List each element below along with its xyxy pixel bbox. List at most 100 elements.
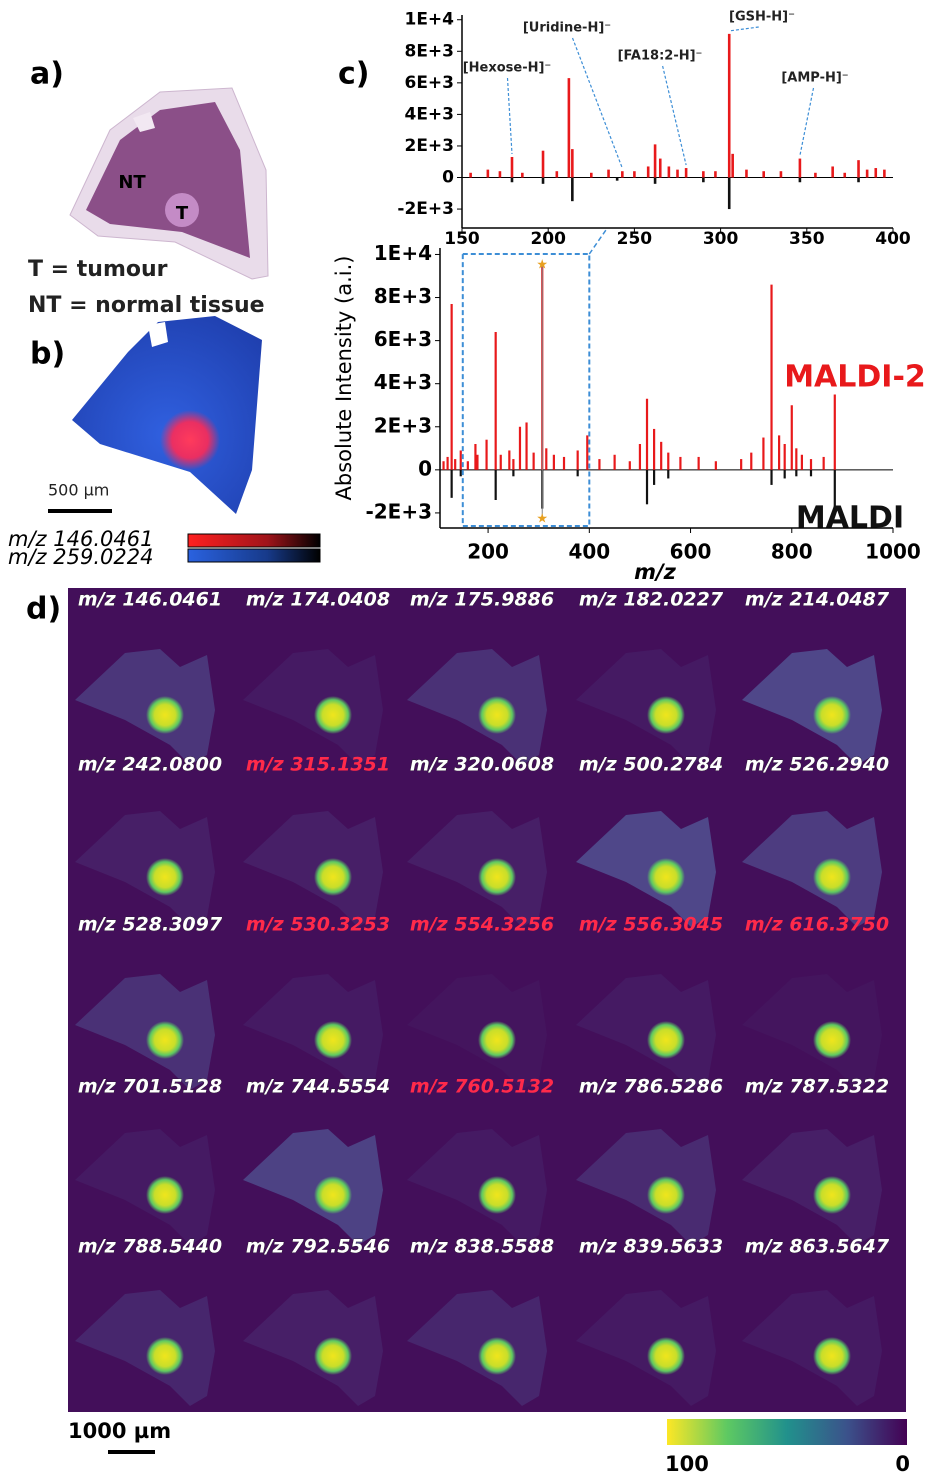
y-tick-label: 0 [442,168,454,188]
y-tick-label: -2E+3 [365,499,432,523]
legend-text: NT = normal tissue [28,293,265,318]
x-tick-label: 400 [568,540,610,564]
tumour-signal [314,1021,352,1059]
y-tick-label: 2E+3 [374,413,432,437]
colorbar [667,1419,907,1445]
y-tick-label: 4E+3 [374,370,432,394]
ion-label: m/z 526.2940 [745,754,889,776]
tumour-signal [478,1337,516,1375]
ion-label: m/z 315.1351 [246,754,390,776]
tumour-signal [314,1337,352,1375]
y-tick-label: 8E+3 [404,41,454,61]
ion-label: m/z 182.0227 [579,589,724,611]
ion-label: m/z 616.3750 [745,914,889,936]
ion-label: m/z 500.2784 [579,754,723,776]
tumour-signal [478,858,516,896]
colorbar-label: m/z 259.0224 [8,545,153,569]
y-tick-label: 2E+3 [404,136,454,156]
legend-text: T = tumour [28,257,168,282]
tissue-gap [148,322,168,347]
tissue-image [407,811,547,927]
ion-label: m/z 528.3097 [78,914,223,936]
tissue-image [576,1129,716,1245]
tumour-signal [647,696,685,734]
ion-label: m/z 760.5132 [410,1076,554,1098]
y-tick-label: 1E+4 [374,241,432,265]
legend-label: MALDI-2 [784,360,926,395]
tissue-gap [133,112,155,132]
tissue-image [243,811,383,927]
tumour-signal [647,1337,685,1375]
tissue-image [742,1129,882,1245]
peak-annotation: [GSH-H]⁻ [729,10,795,25]
tumour-signal [478,696,516,734]
region-label: T [176,203,189,224]
y-tick-label: 6E+3 [404,73,454,93]
panel-label: d) [26,592,61,627]
tumour-signal [813,1021,851,1059]
peak-annotation: [FA18:2-H]⁻ [618,49,703,64]
tumour-signal [813,1176,851,1214]
y-tick-label: -2E+3 [397,199,454,219]
peak-annotation: [AMP-H]⁻ [781,71,848,86]
annotation-leader [799,87,815,156]
tumour-signal [146,1176,184,1214]
ion-label: m/z 530.3253 [246,914,390,936]
region-label: NT [118,172,146,193]
tissue-image [742,974,882,1090]
star: ★ [536,512,548,527]
tumour-signal [813,858,851,896]
ion-label: m/z 792.5546 [246,1236,390,1258]
ion-label: m/z 839.5633 [579,1236,723,1258]
tumour-signal [146,696,184,734]
panel-label: b) [30,337,65,372]
tissue-stain [86,102,250,258]
ion-label: m/z 175.9886 [410,589,554,611]
x-tick-label: 400 [875,229,911,249]
tissue-image [576,811,716,927]
tissue-image [75,1129,215,1245]
colorbar-label: m/z 146.0461 [8,527,153,551]
tissue-image [576,974,716,1090]
tissue-image [243,974,383,1090]
tissue-image [407,649,547,765]
zoom-connector [588,227,608,255]
tissue-image [75,1290,215,1406]
tumour-signal [813,696,851,734]
ion-label: m/z 838.5588 [410,1236,554,1258]
y-tick-label: 1E+4 [404,10,454,30]
scale-bar-label: 1000 µm [68,1419,171,1443]
y-tick-label: 6E+3 [374,327,432,351]
tumour-signal [478,1176,516,1214]
ion-label: m/z 744.5554 [246,1076,390,1098]
zoom-box [461,253,591,527]
ion-label: m/z 146.0461 [78,589,222,611]
y-tick-label: 8E+3 [374,284,432,308]
y-tick-label: 4E+3 [404,104,454,124]
ion-label: m/z 554.3256 [410,914,554,936]
tissue-image [75,649,215,765]
x-tick-label: 300 [703,229,739,249]
panel-label: a) [30,57,64,92]
tumour-signal [647,1021,685,1059]
tumour-region [165,193,199,227]
y-tick-label: 0 [418,456,432,480]
panel-label: c) [338,57,370,92]
legend-label: MALDI [796,501,904,536]
peak-annotation: [Hexose-H]⁻ [463,61,552,76]
tissue-image [243,1129,383,1245]
ion-label: m/z 214.0487 [745,589,890,611]
ion-label: m/z 556.3045 [579,914,723,936]
image-tiles: m/z 146.0461 m/z 174.0408 m/z 175.9886 m/z … [75,588,890,1406]
annotation-leader [729,26,759,32]
tissue-image [407,974,547,1090]
ion-label: m/z 701.5128 [78,1076,222,1098]
colorbar [187,533,321,548]
tissue-image [72,316,262,514]
tissue-image [742,811,882,927]
tumour-signal [146,1337,184,1375]
x-axis-label: m/z [634,560,677,584]
x-tick-label: 250 [617,229,653,249]
tissue-image [742,649,882,765]
